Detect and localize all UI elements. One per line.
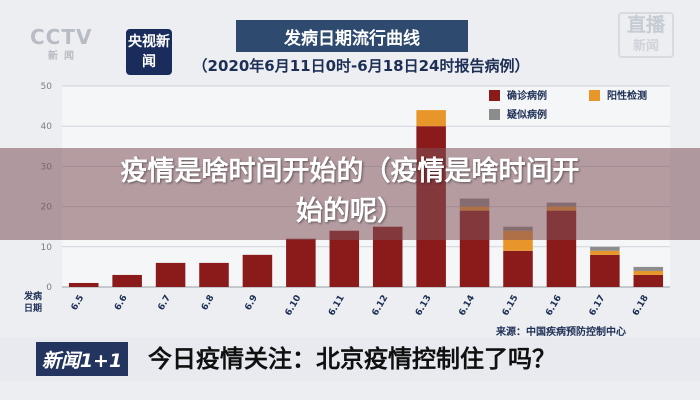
x-axis-title-line-1: 发病 bbox=[23, 290, 42, 302]
bar bbox=[112, 274, 142, 287]
x-tick-label: 6.16 bbox=[544, 294, 564, 318]
y-tick-label: 0 bbox=[46, 283, 52, 293]
bar bbox=[286, 238, 316, 287]
legend-swatch bbox=[489, 90, 500, 101]
bar bbox=[633, 270, 664, 275]
channel-logo: 央视新闻 bbox=[126, 29, 172, 75]
live-badge-sub: 新闻 bbox=[632, 39, 659, 54]
bar bbox=[155, 262, 186, 287]
x-tick-label: 6.13 bbox=[414, 294, 434, 318]
live-badge: 直播 新闻 bbox=[618, 12, 674, 58]
legend-label: 阳性检测 bbox=[607, 89, 647, 102]
x-tick-label: 6.6 bbox=[113, 294, 130, 313]
bar bbox=[416, 110, 446, 127]
x-tick-label: 6.5 bbox=[70, 294, 87, 313]
bar bbox=[633, 266, 664, 271]
cctv-logo-text: CCTV bbox=[30, 25, 93, 49]
x-axis-title-line-2: 日期 bbox=[24, 302, 42, 314]
chart-title: 发病日期流行曲线 bbox=[236, 20, 468, 52]
x-tick-label: 6.11 bbox=[327, 294, 347, 318]
x-tick-label: 6.8 bbox=[200, 294, 217, 313]
cctv-logo: CCTV 新闻 bbox=[30, 25, 92, 62]
bar bbox=[199, 262, 229, 287]
y-tick-label: 40 bbox=[41, 122, 53, 132]
program-tag: 新闻1+1 bbox=[36, 342, 128, 376]
caption-text: 疫情是啥时间开始的（疫情是啥时间开 始的呢） bbox=[40, 152, 660, 232]
caption-line-2: 始的呢） bbox=[296, 196, 404, 227]
bar bbox=[590, 250, 620, 255]
x-tick-label: 6.10 bbox=[284, 294, 304, 318]
y-tick-label: 50 bbox=[41, 82, 53, 92]
x-tick-label: 6.17 bbox=[588, 294, 608, 318]
legend-label: 确诊病例 bbox=[507, 89, 547, 102]
bar bbox=[68, 282, 99, 287]
caption-overlay bbox=[0, 148, 700, 240]
live-badge-text: 直播 bbox=[626, 14, 665, 36]
legend-swatch bbox=[489, 109, 500, 120]
x-tick-label: 6.7 bbox=[157, 294, 174, 313]
ticker-headline: 今日疫情关注：北京疫情控制住了吗？ bbox=[148, 345, 556, 373]
chart-source: 来源：中国疾病预防控制中心 bbox=[496, 327, 626, 338]
bar bbox=[503, 250, 533, 287]
bar bbox=[242, 254, 273, 287]
x-tick-label: 6.14 bbox=[457, 294, 477, 318]
bar bbox=[633, 274, 664, 287]
x-tick-label: 6.18 bbox=[631, 294, 651, 318]
bar bbox=[590, 254, 620, 287]
bar bbox=[590, 246, 620, 251]
bar bbox=[329, 230, 360, 287]
legend-label: 疑似病例 bbox=[507, 108, 547, 121]
legend-swatch bbox=[589, 90, 600, 101]
x-tick-label: 6.12 bbox=[371, 294, 391, 318]
y-tick-label: 10 bbox=[41, 243, 53, 253]
chart-subtitle: （2020年6月11日0时-6月18日24时报告病例） bbox=[192, 57, 530, 75]
x-tick-label: 6.9 bbox=[243, 294, 260, 313]
x-tick-label: 6.15 bbox=[501, 294, 521, 318]
cctv-logo-sub: 新闻 bbox=[48, 51, 80, 62]
caption-line-1: 疫情是啥时间开始的（疫情是啥时间开 bbox=[120, 156, 580, 187]
